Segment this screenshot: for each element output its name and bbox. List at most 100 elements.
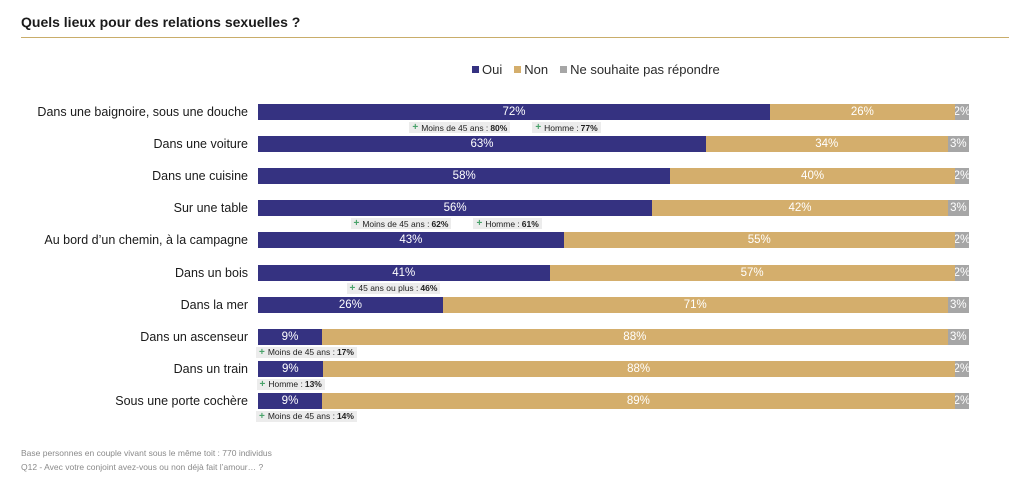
- annotation-value: 80%: [490, 122, 508, 133]
- subgroup-annotation: +45 ans ou plus :46%: [346, 282, 441, 294]
- annotation-value: 13%: [304, 379, 322, 390]
- category-label: Dans un ascenseur: [140, 329, 248, 344]
- bar-segment-nsp: 3%: [947, 296, 969, 313]
- subgroup-annotation: + Moins de 45 ans :62%: [350, 218, 452, 230]
- stacked-bar: 26% 71% 3%: [258, 296, 969, 313]
- bar-segment-oui: 26%: [258, 296, 443, 313]
- annotation-value: 14%: [336, 411, 354, 422]
- annotation-value: 46%: [420, 283, 438, 293]
- plus-icon: +: [259, 346, 265, 358]
- bar-segment-non: 42%: [652, 200, 948, 217]
- annotation-text: Moins de 45 ans :: [421, 122, 489, 133]
- bar-segment-non: 88%: [322, 360, 955, 377]
- bar-segment-non: 88%: [321, 328, 948, 345]
- subgroup-annotations: +45 ans ou plus :46%: [346, 282, 441, 294]
- bar-segment-nsp: 2%: [954, 232, 969, 249]
- annotation-value: 77%: [580, 122, 598, 133]
- category-label: Sur une table: [173, 201, 248, 216]
- bar-segment-oui: 43%: [258, 232, 564, 249]
- footnote-question: Q12 - Avec votre conjoint avez-vous ou n…: [21, 462, 264, 472]
- category-label: Dans un train: [173, 361, 248, 376]
- category-label: Au bord d’un chemin, à la campagne: [44, 233, 248, 248]
- bar-segment-oui: 63%: [258, 136, 706, 153]
- stacked-bar: 9% 88% 3%: [258, 328, 969, 345]
- subgroup-annotation: + Moins de 45 ans :80%: [409, 122, 511, 133]
- subgroup-annotations: + Moins de 45 ans :14%: [256, 410, 357, 422]
- bar-segment-oui: 41%: [258, 264, 550, 281]
- chart-row: Dans un bois 41% 57% 2% +45 ans ou plus :46%: [0, 264, 1036, 297]
- data-label: 72%: [502, 106, 526, 118]
- subgroup-annotations: + Homme :13%: [256, 378, 325, 390]
- data-label: 40%: [801, 170, 825, 183]
- plus-icon: +: [259, 410, 265, 422]
- chart-row: Sur une table 56% 42% 3% + Moins de 45 ans :6…: [0, 200, 1036, 232]
- subgroup-annotation: + Moins de 45 ans :14%: [256, 410, 357, 422]
- bar-segment-non: 26%: [769, 104, 955, 120]
- annotation-value: 62%: [431, 218, 449, 229]
- stacked-bar: 9% 88% 2%: [258, 360, 969, 377]
- data-label: 2%: [954, 394, 969, 407]
- data-label: 3%: [950, 330, 967, 343]
- subgroup-annotations: + Moins de 45 ans :62% + Homme :61%: [350, 218, 542, 230]
- bar-segment-oui: 72%: [258, 104, 770, 120]
- bar-segment-nsp: 2%: [954, 360, 969, 377]
- stacked-bar: 9% 89% 2%: [258, 392, 969, 409]
- plus-icon: +: [412, 122, 419, 133]
- data-label: 89%: [626, 394, 650, 407]
- legend-label-non: Non: [524, 62, 549, 77]
- chart-row: Dans une baignoire, sous une douche 72% 26…: [0, 104, 1036, 136]
- stacked-bar: 63% 34% 3%: [258, 136, 969, 153]
- annotation-value: 17%: [336, 347, 354, 358]
- legend-item-oui: Oui: [472, 62, 502, 77]
- bar-segment-non: 71%: [442, 296, 948, 313]
- bar-segment-nsp: 3%: [947, 328, 969, 345]
- bar-segment-non: 40%: [670, 168, 955, 185]
- subgroup-annotation: + Moins de 45 ans :17%: [256, 346, 357, 358]
- bar-segment-non: 55%: [563, 232, 955, 249]
- chart-row: Dans un ascenseur 9% 88% 3% + Moins de 45 ans…: [0, 328, 1036, 361]
- chart-row: Dans un train 9% 88% 2% +Homme :13%: [0, 360, 1036, 393]
- data-label: 3%: [950, 298, 967, 311]
- data-label: 55%: [747, 234, 771, 247]
- data-label: 41%: [392, 266, 416, 279]
- category-label: Dans un bois: [175, 265, 248, 280]
- data-label: 34%: [815, 138, 839, 151]
- subgroup-annotation: + Homme :13%: [256, 378, 325, 390]
- category-label: Dans une voiture: [153, 137, 248, 152]
- data-label: 9%: [282, 362, 299, 375]
- legend-swatch-nsp: [560, 66, 568, 73]
- chart-row: Au bord d’un chemin, à la campagne 43% 55%…: [0, 232, 1036, 264]
- data-label: 88%: [623, 330, 647, 343]
- plus-icon: +: [535, 122, 542, 133]
- bar-segment-non: 34%: [705, 136, 948, 153]
- subgroup-annotation: + Homme :61%: [473, 218, 542, 230]
- title-divider: [21, 37, 1009, 38]
- bar-segment-nsp: 3%: [947, 136, 969, 153]
- chart-row: Sous une porte cochère 9% 89% 2% +Moins de 4…: [0, 392, 1036, 425]
- legend-swatch-non: [514, 66, 522, 73]
- bar-segment-oui: 9%: [258, 392, 322, 409]
- plus-icon: +: [349, 282, 356, 294]
- bar-segment-nsp: 2%: [954, 392, 969, 409]
- bar-segment-nsp: 2%: [954, 168, 969, 185]
- legend-item-non: Non: [514, 62, 548, 77]
- data-label: 2%: [954, 266, 969, 279]
- data-label: 3%: [950, 202, 967, 215]
- bar-segment-nsp: 2%: [954, 264, 969, 281]
- chart-row: Dans une cuisine 58% 40% 2%: [0, 168, 1036, 200]
- bar-segment-oui: 56%: [258, 200, 653, 217]
- category-label: Dans une cuisine: [152, 169, 248, 184]
- data-label: 2%: [954, 106, 969, 118]
- chart-row: Dans une voiture 63% 34% 3%: [0, 136, 1036, 168]
- data-label: 58%: [452, 170, 476, 183]
- plus-icon: +: [353, 218, 360, 230]
- bar-segment-non: 89%: [321, 392, 955, 409]
- bar-segment-nsp: 3%: [947, 200, 969, 217]
- annotation-value: 61%: [521, 218, 539, 229]
- data-label: 88%: [627, 362, 651, 375]
- bar-segment-oui: 9%: [258, 360, 323, 377]
- category-label: Sous une porte cochère: [115, 393, 248, 408]
- data-label: 3%: [950, 138, 967, 151]
- data-label: 2%: [954, 362, 969, 375]
